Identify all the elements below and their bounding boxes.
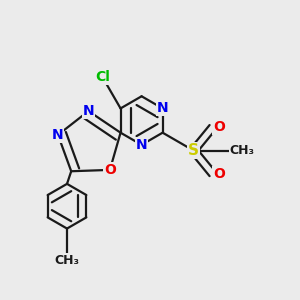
Text: Cl: Cl [95, 70, 110, 84]
Text: CH₃: CH₃ [230, 144, 254, 157]
Text: N: N [157, 101, 168, 116]
Text: O: O [104, 163, 116, 177]
Text: N: N [136, 138, 147, 152]
Text: O: O [213, 120, 225, 134]
Text: N: N [52, 128, 64, 142]
Text: S: S [188, 143, 199, 158]
Text: N: N [83, 104, 94, 118]
Text: O: O [213, 167, 225, 181]
Text: CH₃: CH₃ [55, 254, 80, 267]
